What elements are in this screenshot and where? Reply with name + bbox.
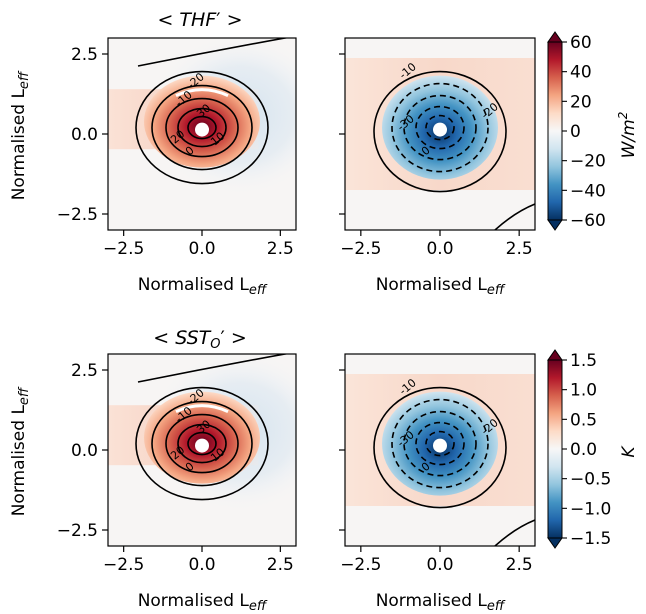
x-tick-label: 0.0	[188, 555, 215, 575]
colorbar-tick-label: 40	[570, 63, 592, 83]
y-tick-label: 2.5	[71, 361, 98, 381]
center-notch	[195, 122, 209, 137]
colorbar-tick-label: −60	[570, 211, 606, 231]
negative-contour	[425, 430, 455, 457]
row-title-top: < THF′ >	[157, 9, 242, 31]
colorbar-tick-label: −0.5	[570, 470, 611, 490]
center-notch	[433, 122, 447, 137]
x-tick-label: 2.5	[267, 239, 294, 259]
contour-line	[187, 115, 217, 140]
colorbar-sst: 1.5 1.0 0.5 0.0 −0.5 −1.0 −1.5	[547, 349, 611, 549]
negative-contour	[391, 82, 489, 173]
x-tick-label: −2.5	[103, 555, 144, 575]
xlabel-3: Normalised Leff	[376, 591, 506, 614]
colorbar-tick-label: −1.5	[570, 529, 611, 549]
white-arc	[175, 404, 229, 413]
colorbar-tick-label: 1.0	[570, 381, 597, 401]
contour-line	[165, 413, 239, 474]
panel-sst-right: -10-20-300−2.5 0.0 2.5	[339, 353, 536, 575]
colorbar-thf: 60 40 20 0 −20 −40 −60	[547, 31, 606, 231]
ylabel-top: Normalised Leff	[9, 70, 32, 200]
contour-line	[151, 84, 253, 171]
y-tick-label: −2.5	[57, 205, 98, 225]
x-tick-label: −2.5	[340, 555, 381, 575]
contour-line	[177, 107, 227, 148]
zero-contour-corner	[494, 203, 535, 230]
colorbar-extend-min	[547, 219, 563, 231]
zero-contour	[137, 354, 290, 383]
colorbar-body	[547, 359, 563, 539]
contour-line	[135, 386, 269, 501]
negative-contour	[391, 398, 489, 489]
contour-line	[187, 431, 217, 456]
xlabel-2: Normalised Leff	[138, 591, 268, 614]
colorbar-tick-label: 1.5	[570, 351, 597, 371]
contour-line	[165, 97, 239, 158]
zero-contour	[137, 38, 290, 67]
colorbar-body	[547, 41, 563, 221]
xlabel-0: Normalised Leff	[138, 275, 268, 298]
colorbar-label-thf: W/m2	[616, 112, 639, 159]
y-tick-label: 2.5	[71, 45, 98, 65]
zero-contour-corner	[494, 519, 535, 546]
contour-line	[151, 400, 253, 487]
panel-thf-right: -10-20-300−2.5 0.0 2.5	[339, 37, 536, 259]
negative-contour	[415, 105, 465, 150]
y-tick-label: 0.0	[71, 441, 98, 461]
x-tick-label: 0.0	[426, 239, 453, 259]
colorbar-extend-max	[547, 31, 563, 43]
y-tick-label: 0.0	[71, 125, 98, 145]
colorbar-extend-min	[547, 537, 563, 549]
contour-line	[177, 423, 227, 464]
colorbar-tick-label: 0.0	[570, 440, 597, 460]
ylabel-bottom: Normalised Leff	[9, 386, 32, 516]
colorbar-tick-label: 0.5	[570, 410, 597, 430]
colorbar-tick-label: −20	[570, 152, 606, 172]
zero-contour	[373, 70, 507, 193]
center-notch	[433, 438, 447, 453]
colorbar-extend-max	[547, 349, 563, 361]
colorbar-tick-label: −40	[570, 181, 606, 201]
colorbar-tick-label: 60	[570, 33, 592, 53]
colorbar-label-sst: K	[619, 445, 639, 458]
xlabel-1: Normalised Leff	[376, 275, 506, 298]
colorbar-tick-label: 20	[570, 92, 592, 112]
x-tick-label: 2.5	[506, 555, 533, 575]
x-tick-label: 0.0	[426, 555, 453, 575]
contour-line	[135, 70, 269, 185]
negative-contour	[415, 421, 465, 466]
x-tick-label: −2.5	[340, 239, 381, 259]
x-tick-label: 2.5	[267, 555, 294, 575]
x-tick-label: 2.5	[506, 239, 533, 259]
row-title-bottom: < SSTO′ >	[153, 327, 247, 352]
x-tick-label: −2.5	[103, 239, 144, 259]
zero-contour	[373, 386, 507, 509]
y-tick-label: −2.5	[57, 521, 98, 541]
negative-contour	[403, 410, 477, 477]
colorbar-tick-label: 0	[570, 122, 581, 142]
negative-contour	[403, 94, 477, 161]
negative-contour	[425, 114, 455, 141]
center-notch	[195, 438, 209, 453]
white-arc	[175, 88, 229, 97]
x-tick-label: 0.0	[188, 239, 215, 259]
colorbar-tick-label: −1.0	[570, 499, 611, 519]
